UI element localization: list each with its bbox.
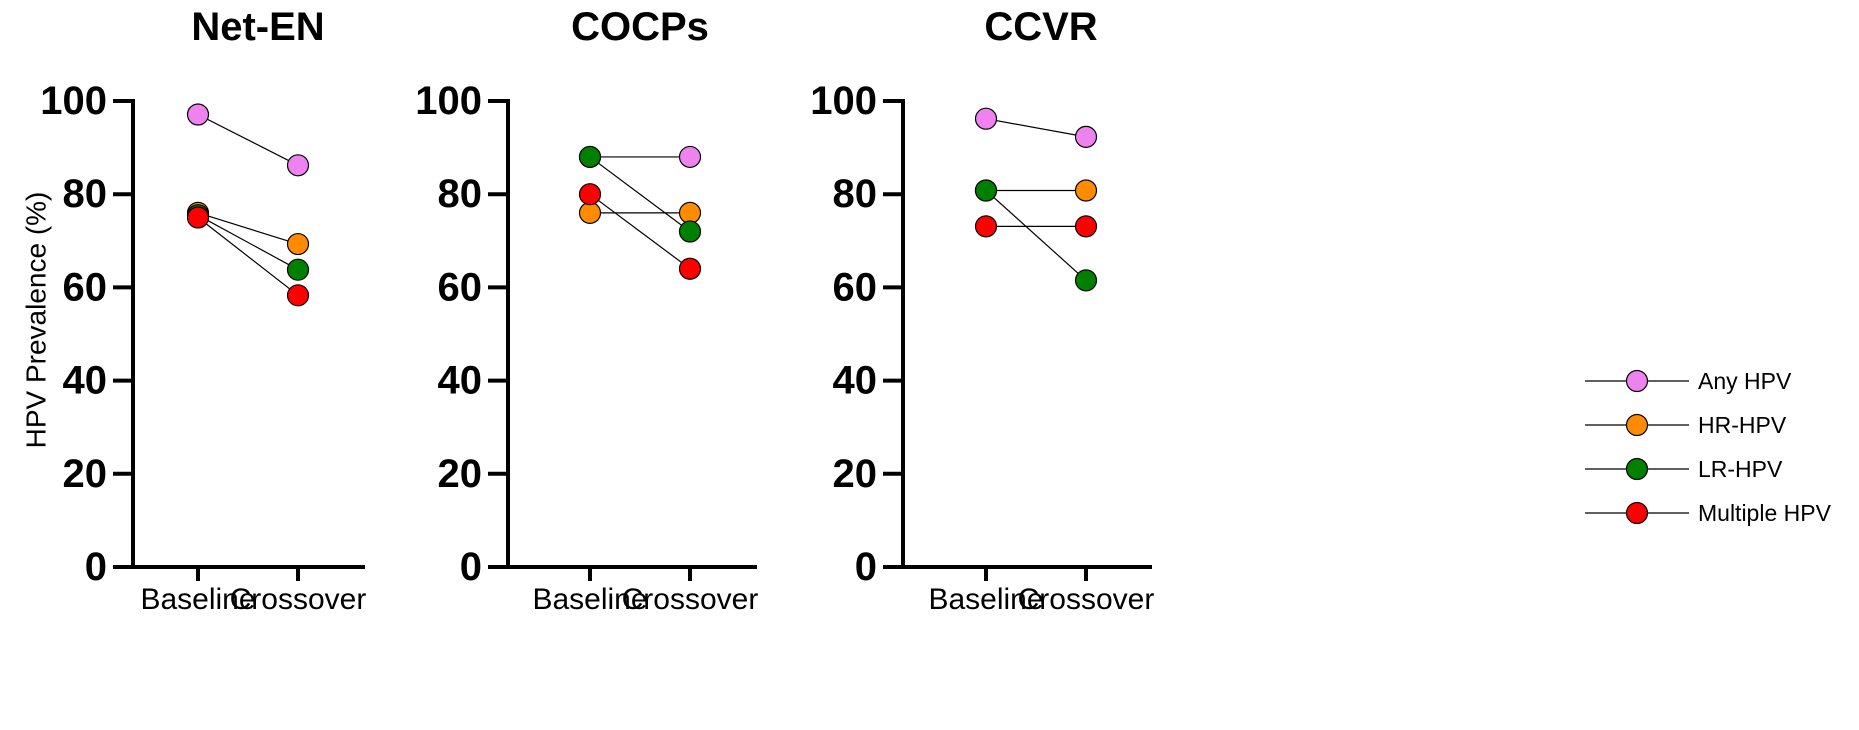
y-tick-label: 40 <box>63 359 108 403</box>
data-point <box>578 183 602 206</box>
y-tick-label: 100 <box>810 79 877 123</box>
x-tick-label: Baseline <box>928 583 1043 616</box>
legend-item: HR-HPV <box>1585 412 1787 438</box>
legend: Any HPV HR-HPV LR-HPV Multiple HPV <box>1585 368 1832 526</box>
y-tick-label: 60 <box>833 265 878 309</box>
data-point <box>578 145 602 169</box>
series-line <box>197 212 299 245</box>
series-line <box>197 113 299 166</box>
data-point <box>1074 269 1098 292</box>
y-tick-label: 80 <box>438 172 483 216</box>
data-point <box>286 258 310 281</box>
x-tick-label: Crossover <box>1018 583 1155 616</box>
y-tick-label: 0 <box>85 545 107 589</box>
legend-item: Multiple HPV <box>1585 500 1832 526</box>
x-tick-label: Baseline <box>532 583 647 616</box>
y-tick-label: 40 <box>438 359 483 403</box>
series-line <box>589 156 691 232</box>
legend-marker <box>1625 413 1649 437</box>
legend-marker <box>1625 457 1649 481</box>
panel-title: COCPs <box>571 5 709 49</box>
y-tick-label: 20 <box>63 452 108 496</box>
data-point <box>1074 125 1098 148</box>
legend-item: LR-HPV <box>1585 456 1783 482</box>
y-tick-label: 80 <box>63 172 108 216</box>
data-point <box>678 220 702 243</box>
legend-marker <box>1625 369 1649 393</box>
y-tick-label: 80 <box>833 172 878 216</box>
series-line <box>589 193 691 270</box>
y-tick-label: 20 <box>833 452 878 496</box>
series-line <box>197 217 299 296</box>
x-tick-label: Crossover <box>230 583 367 616</box>
data-point <box>1074 215 1098 238</box>
data-point <box>974 179 998 202</box>
legend-label: Any HPV <box>1698 368 1792 394</box>
x-tick-label: Baseline <box>140 583 255 616</box>
series-line <box>197 214 299 271</box>
data-point <box>186 103 210 126</box>
y-tick-label: 100 <box>40 79 107 123</box>
data-point <box>286 284 310 307</box>
y-tick-label: 20 <box>438 452 483 496</box>
data-point <box>678 257 702 280</box>
y-tick-label: 60 <box>63 265 108 309</box>
data-point <box>1074 179 1098 202</box>
data-point <box>286 232 310 256</box>
y-tick-label: 40 <box>833 359 878 403</box>
data-point <box>678 201 702 224</box>
data-point <box>974 107 998 130</box>
y-tick-label: 100 <box>415 79 482 123</box>
data-point <box>186 206 210 229</box>
y-tick-label: 60 <box>438 265 483 309</box>
panel-title: Net-EN <box>191 5 324 49</box>
legend-item: Any HPV <box>1585 368 1792 394</box>
y-axis-label: HPV Prevalence (%) <box>20 192 51 449</box>
legend-label: Multiple HPV <box>1698 500 1832 526</box>
y-tick-label: 0 <box>855 545 877 589</box>
series-line <box>985 190 1087 281</box>
data-point <box>578 201 602 224</box>
legend-label: HR-HPV <box>1698 412 1787 438</box>
chart-panels: Net-EN020406080100BaselineCrossoverCOCPs… <box>40 5 1154 616</box>
data-point <box>974 215 998 238</box>
panel-title: CCVR <box>984 5 1097 49</box>
x-tick-label: Crossover <box>622 583 759 616</box>
legend-label: LR-HPV <box>1698 456 1783 482</box>
series-line <box>985 118 1087 138</box>
legend-marker <box>1625 501 1649 525</box>
data-point <box>678 145 702 169</box>
y-tick-label: 0 <box>460 545 482 589</box>
data-point <box>286 154 310 177</box>
